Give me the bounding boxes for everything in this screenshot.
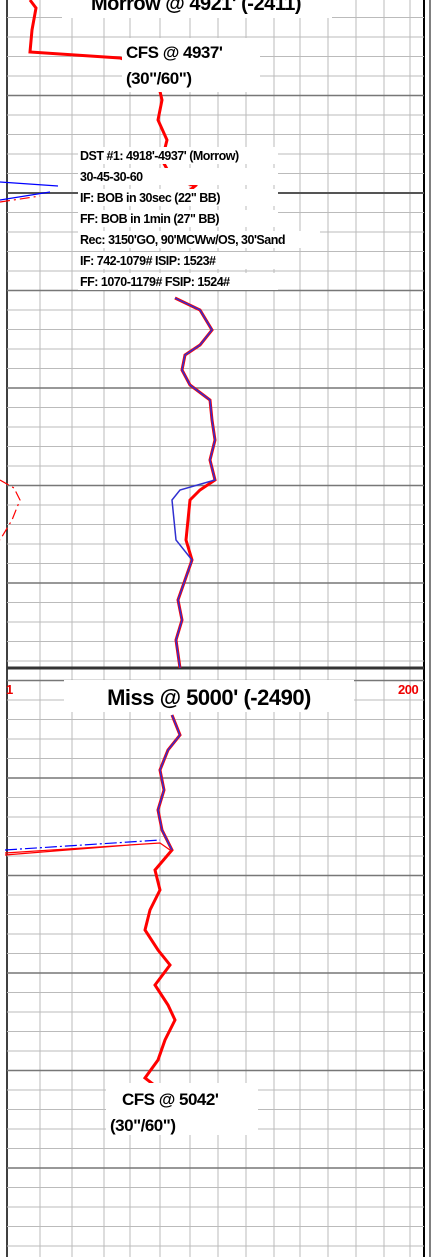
label-bg xyxy=(78,273,278,290)
label-bg xyxy=(62,0,332,18)
label-bg xyxy=(78,189,278,206)
dst-line: Rec: 3150'GO, 90'MCWw/OS, 30'Sand xyxy=(80,233,285,247)
cfs-label: CFS @ 5042' xyxy=(122,1090,219,1109)
top-label: Miss @ 5000' (-2490) xyxy=(107,685,311,710)
blue-curve xyxy=(157,714,181,851)
dst-line: FF: 1070-1179# FSIP: 1524# xyxy=(80,275,230,289)
label-bg xyxy=(78,168,278,185)
label-bg xyxy=(122,38,260,92)
dst-line: IF: 742-1079# ISIP: 1523# xyxy=(80,254,216,268)
dst-line: FF: BOB in 1min (27" BB) xyxy=(80,212,219,226)
dst-line: 30-45-30-60 xyxy=(80,170,143,184)
scale-right: 200 xyxy=(398,682,418,697)
label-bg xyxy=(78,147,278,164)
scale-left: 1 xyxy=(6,682,13,697)
dst-line: DST #1: 4918'-4937' (Morrow) xyxy=(80,149,239,163)
blue-curve xyxy=(171,297,216,669)
grid xyxy=(6,0,431,1257)
top-label: Morrow @ 4921' (-2411) xyxy=(91,0,301,15)
label-bg xyxy=(78,231,320,248)
cfs-label: CFS @ 4937' xyxy=(126,43,223,62)
red-spike xyxy=(0,195,41,203)
label-bg xyxy=(106,1083,258,1135)
blue-spike xyxy=(0,181,59,201)
label-bg xyxy=(64,680,354,712)
cfs-time: (30"/60") xyxy=(110,1116,175,1135)
label-bg xyxy=(78,210,278,227)
red-spike xyxy=(4,842,171,856)
blue-spike xyxy=(4,839,161,851)
red-spike xyxy=(0,479,21,541)
label-bg xyxy=(78,252,278,269)
dst-line: IF: BOB in 30sec (22" BB) xyxy=(80,191,220,205)
red-curve xyxy=(142,714,182,1090)
dst-block: DST #1: 4918'-4937' (Morrow) 30-45-30-60 I… xyxy=(78,147,320,290)
cfs-time: (30"/60") xyxy=(126,69,191,88)
